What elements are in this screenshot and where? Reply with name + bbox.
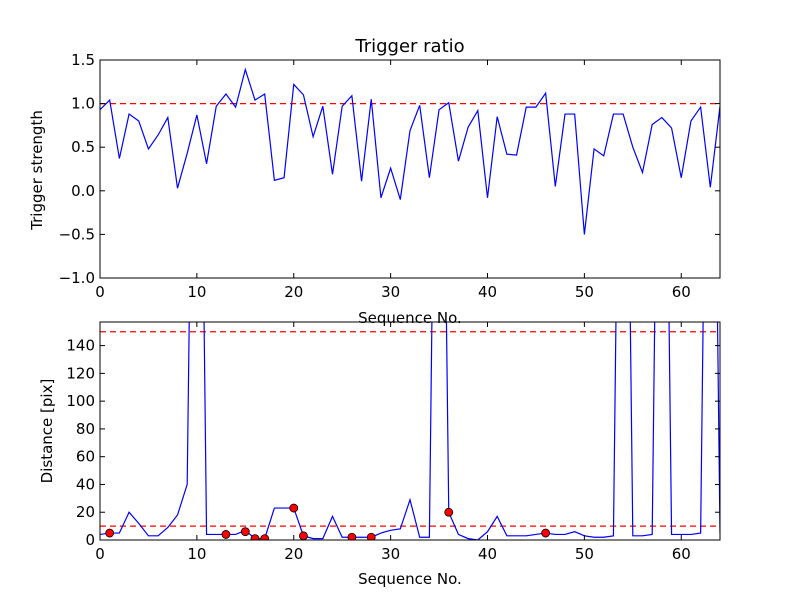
- axes-frame: [99, 321, 721, 541]
- series-line: [100, 67, 720, 235]
- x-tick-label: 60: [672, 283, 691, 301]
- x-tick-label: 20: [284, 283, 303, 301]
- plot-area: 0 10 20 30 40 50 60 −1.0 −0.5 0.0 0.5 1.0 1.5: [59, 51, 721, 301]
- data-point-marker: [250, 534, 260, 540]
- y-tick-label: 1.0: [71, 95, 95, 113]
- y-tick-label: 60: [76, 448, 95, 466]
- y-axis-label: Trigger strength: [28, 110, 46, 231]
- y-tick-label: 120: [66, 364, 95, 382]
- y-tick-label: 1.5: [71, 51, 95, 69]
- y-tick-label: 40: [76, 475, 95, 493]
- x-tick-label: 40: [478, 545, 497, 563]
- data-point-marker: [541, 528, 551, 538]
- x-tick-label: 20: [284, 545, 303, 563]
- y-tick-label: −0.5: [59, 225, 95, 243]
- data-point-marker: [105, 528, 115, 538]
- data-point-marker: [299, 531, 308, 540]
- x-tick-label: 60: [672, 545, 691, 563]
- data-point-marker: [260, 534, 270, 540]
- x-tick-label: 50: [575, 283, 594, 301]
- x-tick-label: 10: [187, 545, 206, 563]
- data-point-marker: [366, 532, 376, 540]
- y-tick-label: 0.5: [71, 138, 95, 156]
- axes-frame: [99, 59, 721, 279]
- y-tick-label: 100: [66, 392, 95, 410]
- y-tick-label: −1.0: [59, 269, 95, 287]
- x-tick-label: 40: [478, 283, 497, 301]
- y-tick-label: 80: [76, 420, 95, 438]
- data-point-marker: [444, 507, 454, 517]
- plot-area: 0 10 20 30 40 50 60 0 20 40 60 80 100 120 140: [66, 321, 721, 563]
- x-tick-label: 50: [575, 545, 594, 563]
- y-tick-label: 140: [66, 337, 95, 355]
- x-axis-label: Sequence No.: [358, 570, 462, 588]
- x-tick-label: 30: [381, 283, 400, 301]
- x-tick-label: 10: [187, 283, 206, 301]
- data-point-marker: [347, 532, 357, 540]
- data-point-marker: [221, 530, 231, 539]
- plot-content: [100, 322, 720, 540]
- chart-title: Trigger ratio: [354, 36, 464, 57]
- x-tick-label: 0: [95, 545, 105, 563]
- subplot-trigger-ratio: Trigger ratio Sequence No. Trigger stren…: [28, 36, 721, 327]
- plot-content: [100, 67, 720, 235]
- x-tick-label: 30: [381, 545, 400, 563]
- subplot-distance: Sequence No. Distance [pix] 0 10 20 30 40 50 6…: [38, 321, 721, 588]
- y-tick-label: 0.0: [71, 182, 95, 200]
- y-tick-label: 20: [76, 503, 95, 521]
- y-tick-label: 0: [85, 531, 95, 549]
- data-point-marker: [289, 503, 299, 513]
- y-axis-label: Distance [pix]: [38, 379, 56, 484]
- data-point-marker: [240, 527, 250, 537]
- x-tick-label: 0: [95, 283, 105, 301]
- series-line: [100, 322, 720, 540]
